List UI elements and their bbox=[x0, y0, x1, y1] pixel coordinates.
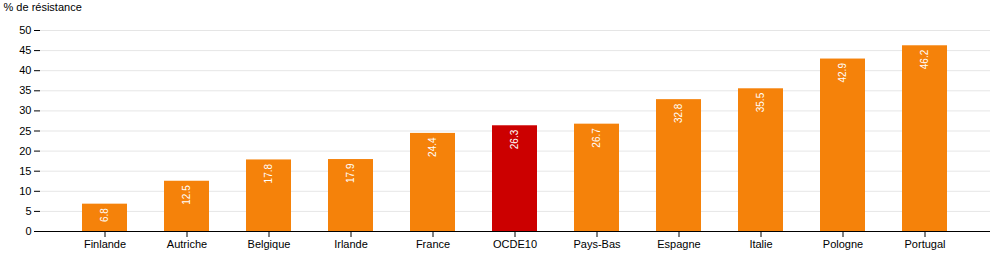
svg-text:5: 5 bbox=[25, 205, 31, 217]
svg-text:% de résistance: % de résistance bbox=[4, 1, 82, 13]
svg-text:Pologne: Pologne bbox=[823, 238, 863, 250]
svg-text:Espagne: Espagne bbox=[657, 238, 700, 250]
svg-text:6.8: 6.8 bbox=[99, 208, 110, 222]
svg-text:10: 10 bbox=[19, 185, 31, 197]
svg-text:30: 30 bbox=[19, 104, 31, 116]
svg-text:17.9: 17.9 bbox=[345, 163, 356, 183]
svg-text:15: 15 bbox=[19, 165, 31, 177]
svg-text:32.8: 32.8 bbox=[673, 103, 684, 123]
svg-text:35.5: 35.5 bbox=[755, 92, 766, 112]
svg-text:Pays-Bas: Pays-Bas bbox=[573, 238, 621, 250]
svg-text:35: 35 bbox=[19, 84, 31, 96]
svg-text:Belgique: Belgique bbox=[248, 238, 291, 250]
svg-text:50: 50 bbox=[19, 24, 31, 36]
svg-text:24.4: 24.4 bbox=[427, 137, 438, 157]
svg-text:25: 25 bbox=[19, 125, 31, 137]
svg-text:20: 20 bbox=[19, 145, 31, 157]
svg-text:12.5: 12.5 bbox=[181, 185, 192, 205]
svg-text:42.9: 42.9 bbox=[837, 63, 848, 83]
svg-text:Autriche: Autriche bbox=[167, 238, 207, 250]
svg-text:Irlande: Irlande bbox=[334, 238, 368, 250]
svg-text:OCDE10: OCDE10 bbox=[493, 238, 537, 250]
svg-text:40: 40 bbox=[19, 64, 31, 76]
svg-text:Portugal: Portugal bbox=[905, 238, 946, 250]
svg-text:17.8: 17.8 bbox=[263, 164, 274, 184]
svg-text:France: France bbox=[416, 238, 450, 250]
svg-text:Finlande: Finlande bbox=[84, 238, 126, 250]
svg-text:26.3: 26.3 bbox=[509, 129, 520, 149]
svg-text:26.7: 26.7 bbox=[591, 128, 602, 148]
svg-text:46.2: 46.2 bbox=[919, 49, 930, 69]
svg-text:Italie: Italie bbox=[749, 238, 772, 250]
svg-text:45: 45 bbox=[19, 44, 31, 56]
svg-text:0: 0 bbox=[25, 225, 31, 237]
